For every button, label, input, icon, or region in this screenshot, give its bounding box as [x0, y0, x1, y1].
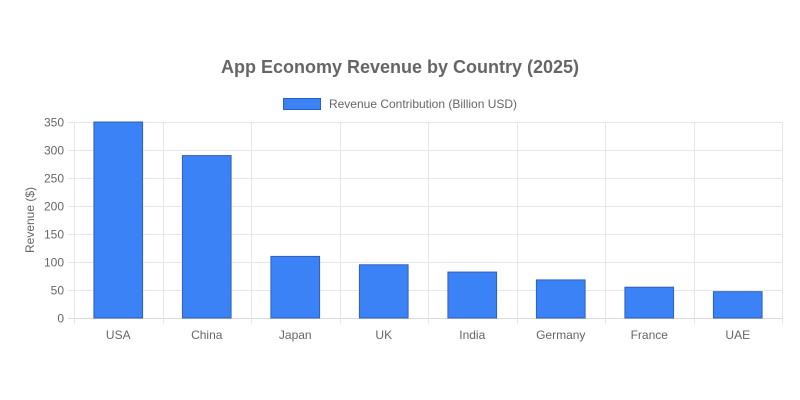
y-tick-label: 200	[44, 200, 64, 214]
legend-swatch[interactable]	[282, 98, 321, 110]
x-tick-label: France	[631, 328, 669, 342]
legend: Revenue Contribution (Billion USD)	[0, 97, 800, 111]
bar-india[interactable]	[447, 271, 498, 319]
bar-germany[interactable]	[535, 279, 586, 319]
x-tick-label: UAE	[725, 328, 750, 342]
x-tick-label: Germany	[536, 328, 585, 342]
y-tick-label: 50	[51, 284, 65, 298]
legend-label: Revenue Contribution (Billion USD)	[328, 97, 518, 111]
chart-title: App Economy Revenue by Country (2025)	[220, 57, 580, 77]
x-tick-label: India	[459, 328, 485, 342]
y-tick-label: 350	[44, 116, 64, 130]
bar-japan[interactable]	[270, 255, 321, 319]
x-tick-label: USA	[106, 328, 131, 342]
bar-uk[interactable]	[358, 264, 409, 319]
bar-france[interactable]	[624, 286, 675, 319]
y-tick-label: 250	[44, 172, 64, 186]
bar-uae[interactable]	[712, 291, 763, 319]
y-tick-label: 100	[44, 256, 64, 270]
x-tick-label: UK	[375, 328, 392, 342]
y-tick-label: 0	[57, 312, 64, 326]
y-tick-label: 300	[44, 144, 64, 158]
bar-usa[interactable]	[93, 121, 144, 319]
x-tick-label: Japan	[279, 328, 312, 342]
y-axis-label: Revenue ($)	[23, 187, 37, 253]
y-tick-label: 150	[44, 228, 64, 242]
x-tick-label: China	[191, 328, 223, 342]
bar-china[interactable]	[181, 155, 232, 319]
